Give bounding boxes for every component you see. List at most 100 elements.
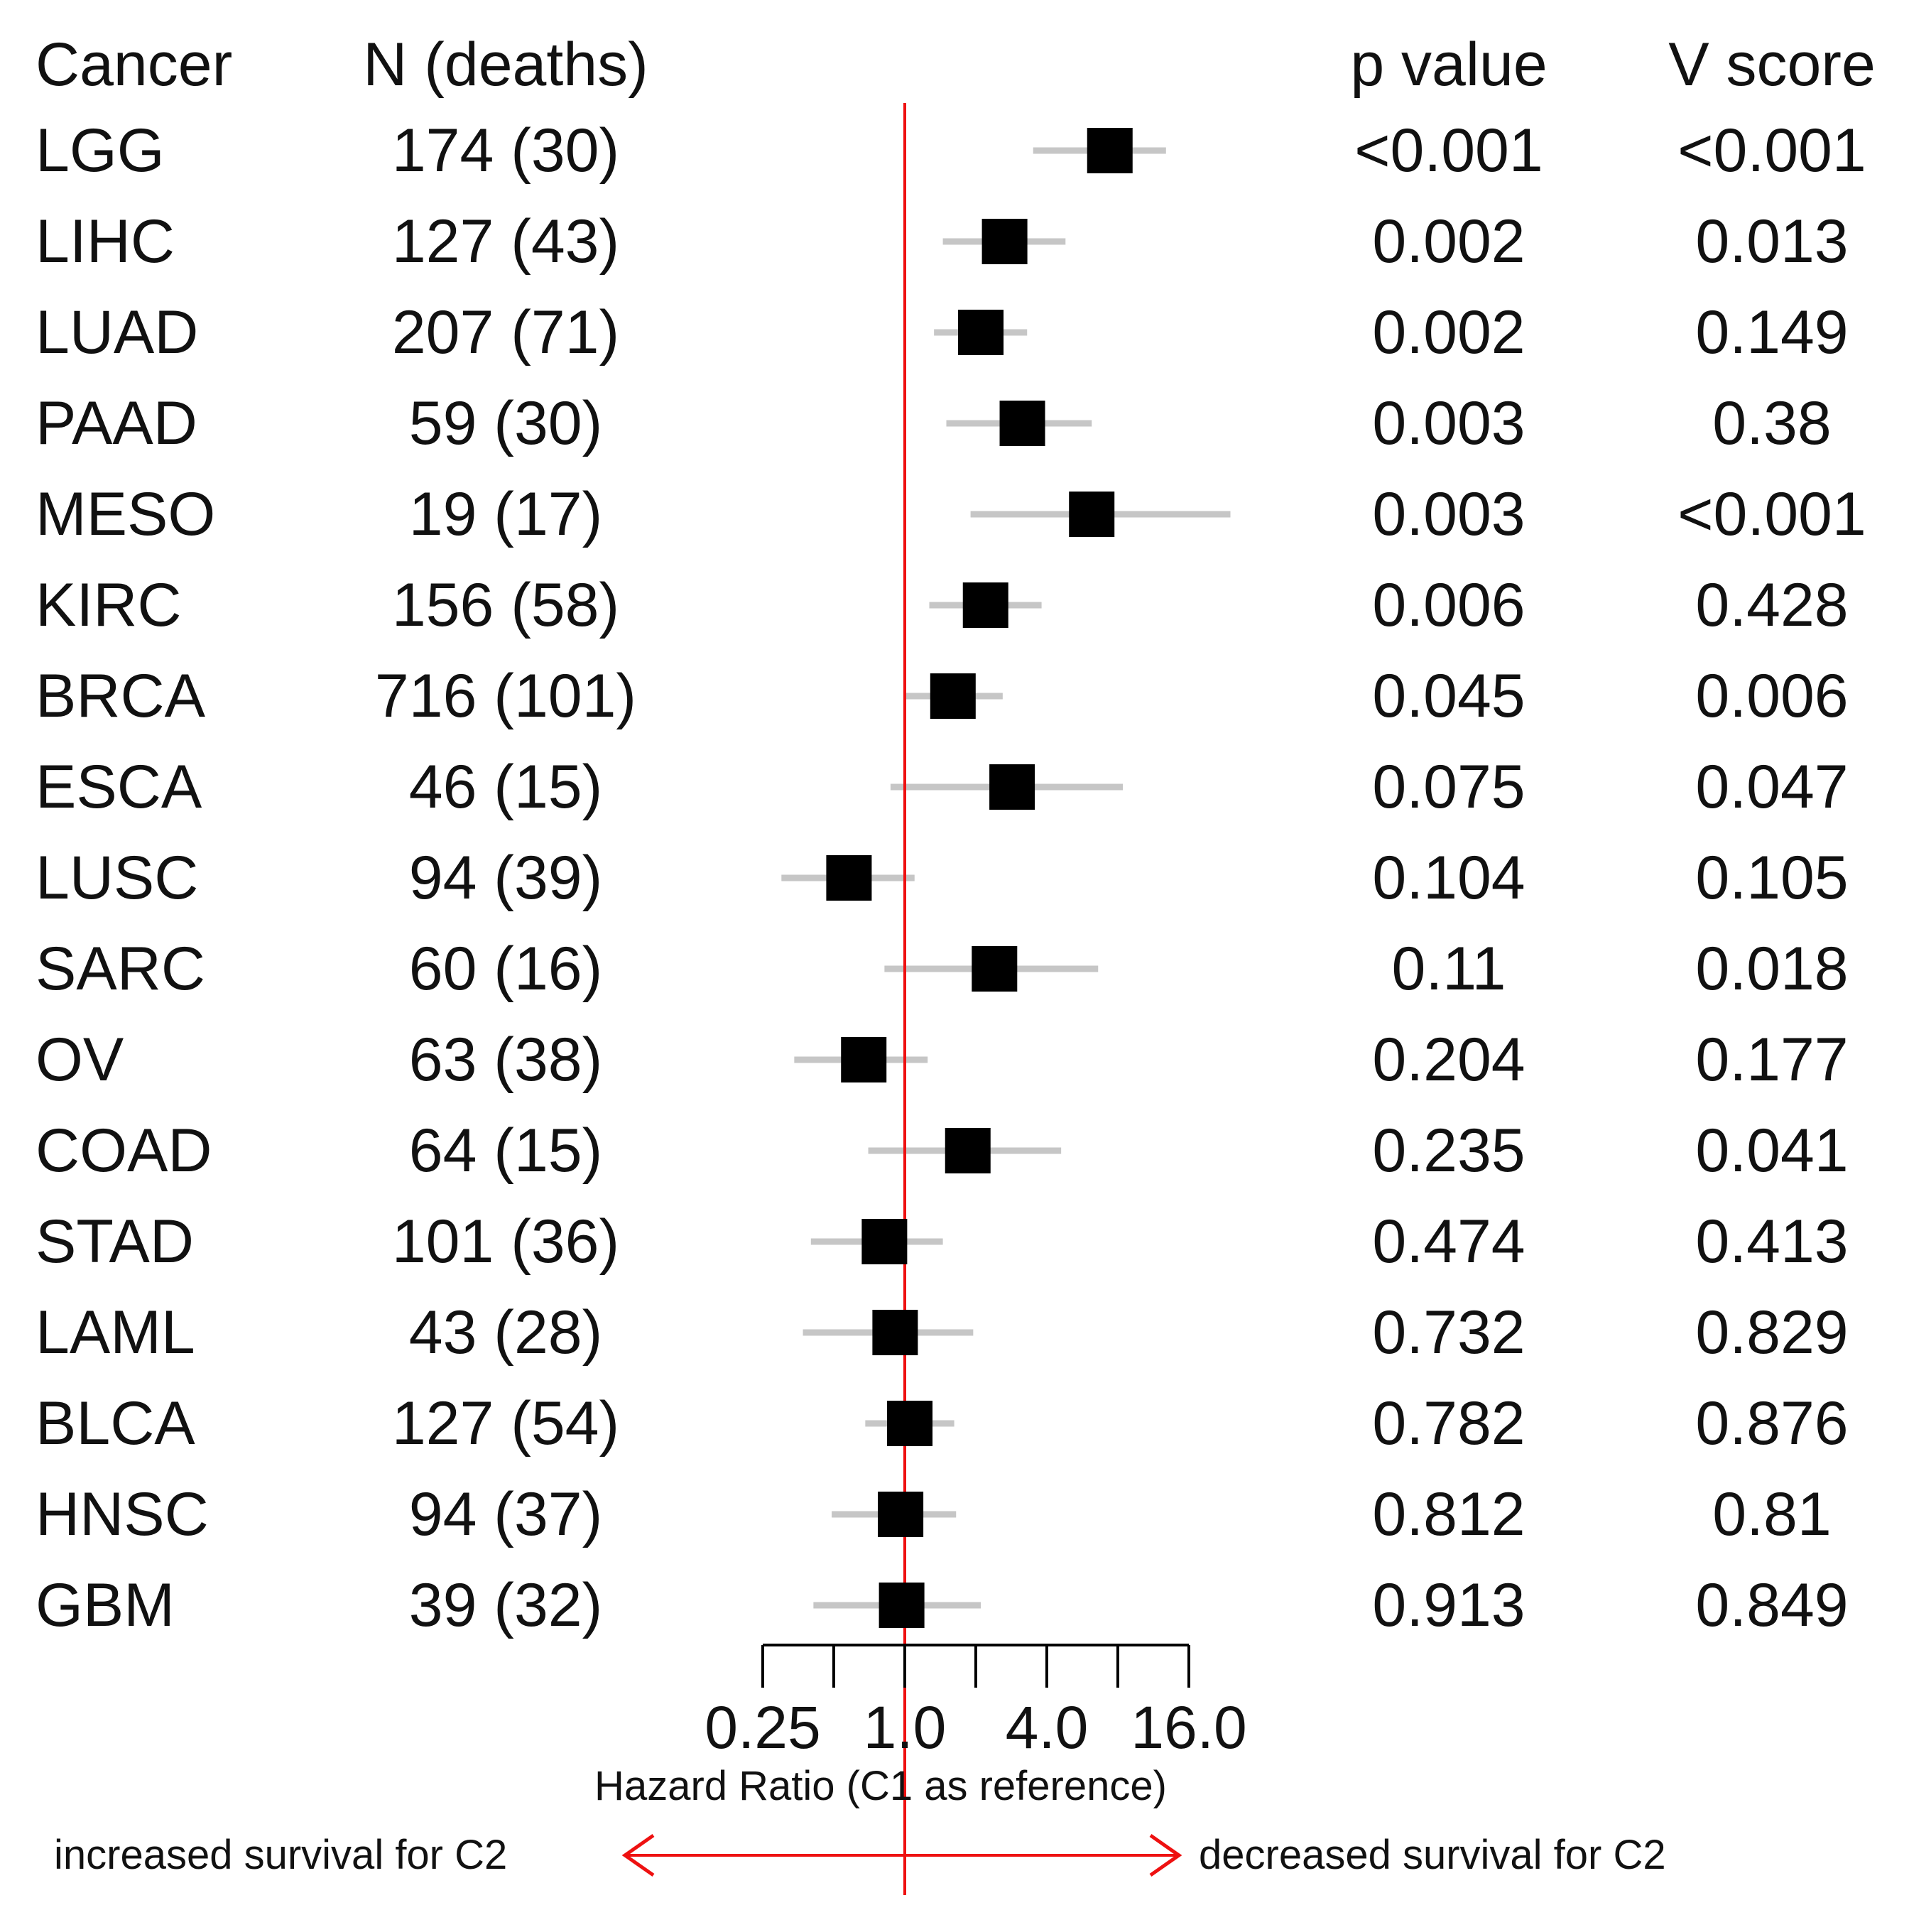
row-p-value-sarc: 0.11 (1391, 935, 1506, 1003)
row-p-value-paad: 0.003 (1372, 389, 1525, 457)
row-v-score-lusc: 0.105 (1695, 844, 1849, 912)
row-p-value-hnsc: 0.812 (1372, 1480, 1525, 1548)
x-tick-label-1: 1.0 (863, 1694, 947, 1761)
row-n-deaths-esca: 46 (15) (408, 753, 603, 821)
hr-marker-lusc (826, 855, 872, 901)
row-v-score-sarc: 0.018 (1695, 935, 1849, 1003)
x-axis-label: Hazard Ratio (C1 as reference) (594, 1763, 1167, 1809)
x-tick-label-4: 4.0 (1005, 1694, 1089, 1761)
header-v-score: V score (1668, 31, 1876, 99)
row-v-score-laml: 0.829 (1695, 1298, 1849, 1367)
hr-marker-sarc (972, 946, 1018, 992)
row-cancer-esca: ESCA (36, 753, 202, 821)
row-v-score-meso: <0.001 (1677, 480, 1866, 548)
hr-marker-esca (989, 764, 1035, 810)
row-n-deaths-brca: 716 (101) (374, 662, 637, 730)
row-cancer-paad: PAAD (36, 389, 197, 457)
row-p-value-lgg: <0.001 (1354, 116, 1543, 185)
row-n-deaths-luad: 207 (71) (391, 298, 620, 367)
row-cancer-blca: BLCA (36, 1389, 195, 1458)
hr-marker-paad (999, 401, 1045, 446)
row-n-deaths-blca: 127 (54) (391, 1389, 620, 1458)
row-n-deaths-lusc: 94 (39) (408, 844, 603, 912)
hr-marker-coad (945, 1128, 991, 1173)
hr-marker-brca (930, 673, 976, 719)
row-n-deaths-coad: 64 (15) (408, 1117, 603, 1185)
row-n-deaths-ov: 63 (38) (408, 1026, 603, 1094)
hr-marker-stad (861, 1219, 908, 1264)
left-arrow-head (621, 1833, 655, 1877)
row-p-value-gbm: 0.913 (1372, 1571, 1525, 1639)
row-v-score-coad: 0.041 (1695, 1117, 1849, 1185)
row-cancer-laml: LAML (36, 1298, 195, 1367)
row-v-score-paad: 0.38 (1712, 389, 1832, 457)
header-p-value: p value (1350, 31, 1548, 99)
row-v-score-kirc: 0.428 (1695, 571, 1849, 639)
row-n-deaths-hnsc: 94 (37) (408, 1480, 603, 1548)
row-p-value-coad: 0.235 (1372, 1117, 1525, 1185)
row-n-deaths-lihc: 127 (43) (391, 207, 620, 276)
row-cancer-sarc: SARC (36, 935, 205, 1003)
row-cancer-ov: OV (36, 1026, 124, 1094)
row-cancer-stad: STAD (36, 1208, 194, 1276)
row-cancer-kirc: KIRC (36, 571, 182, 639)
row-n-deaths-laml: 43 (28) (408, 1298, 603, 1367)
right-arrow-head (1149, 1833, 1182, 1877)
row-v-score-hnsc: 0.81 (1712, 1480, 1832, 1548)
row-p-value-stad: 0.474 (1372, 1208, 1525, 1276)
row-p-value-ov: 0.204 (1372, 1026, 1525, 1094)
row-p-value-luad: 0.002 (1372, 298, 1525, 367)
row-v-score-stad: 0.413 (1695, 1208, 1849, 1276)
hr-marker-ov (841, 1037, 887, 1082)
row-v-score-blca: 0.876 (1695, 1389, 1849, 1458)
row-cancer-gbm: GBM (36, 1571, 175, 1639)
row-p-value-kirc: 0.006 (1372, 571, 1525, 639)
hr-marker-hnsc (878, 1492, 924, 1537)
row-p-value-blca: 0.782 (1372, 1389, 1525, 1458)
hr-marker-laml (872, 1310, 918, 1355)
hr-marker-meso (1069, 492, 1115, 537)
row-v-score-brca: 0.006 (1695, 662, 1849, 730)
row-n-deaths-stad: 101 (36) (391, 1208, 620, 1276)
hr-marker-lgg (1087, 128, 1133, 173)
row-v-score-esca: 0.047 (1695, 753, 1849, 821)
x-tick-label-16: 16.0 (1131, 1694, 1247, 1761)
row-p-value-lihc: 0.002 (1372, 207, 1525, 276)
hr-marker-gbm (879, 1583, 925, 1628)
row-cancer-brca: BRCA (36, 662, 205, 730)
row-v-score-ov: 0.177 (1695, 1026, 1849, 1094)
annotation-decreased-survival: decreased survival for C2 (1199, 1832, 1666, 1878)
row-v-score-luad: 0.149 (1695, 298, 1849, 367)
row-v-score-lihc: 0.013 (1695, 207, 1849, 276)
row-cancer-coad: COAD (36, 1117, 212, 1185)
hr-marker-blca (887, 1401, 933, 1446)
row-cancer-lgg: LGG (36, 116, 165, 185)
row-p-value-meso: 0.003 (1372, 480, 1525, 548)
row-p-value-brca: 0.045 (1372, 662, 1525, 730)
row-n-deaths-lgg: 174 (30) (391, 116, 620, 185)
header-n-deaths: N (deaths) (363, 31, 648, 99)
row-v-score-gbm: 0.849 (1695, 1571, 1849, 1639)
row-n-deaths-meso: 19 (17) (408, 480, 603, 548)
hr-marker-luad (958, 310, 1004, 355)
row-p-value-esca: 0.075 (1372, 753, 1525, 821)
row-n-deaths-sarc: 60 (16) (408, 935, 603, 1003)
header-cancer: Cancer (36, 31, 233, 99)
annotation-increased-survival: increased survival for C2 (54, 1832, 508, 1878)
row-p-value-lusc: 0.104 (1372, 844, 1525, 912)
row-n-deaths-paad: 59 (30) (408, 389, 603, 457)
row-n-deaths-kirc: 156 (58) (391, 571, 620, 639)
row-p-value-laml: 0.732 (1372, 1298, 1525, 1367)
row-cancer-lihc: LIHC (36, 207, 175, 276)
row-cancer-meso: MESO (36, 480, 216, 548)
row-v-score-lgg: <0.001 (1677, 116, 1866, 185)
row-cancer-hnsc: HNSC (36, 1480, 209, 1548)
row-cancer-lusc: LUSC (36, 844, 199, 912)
x-tick-label-0_25: 0.25 (705, 1694, 821, 1761)
row-cancer-luad: LUAD (36, 298, 199, 367)
row-n-deaths-gbm: 39 (32) (408, 1571, 603, 1639)
hr-marker-kirc (962, 582, 1008, 628)
hr-marker-lihc (981, 219, 1028, 264)
